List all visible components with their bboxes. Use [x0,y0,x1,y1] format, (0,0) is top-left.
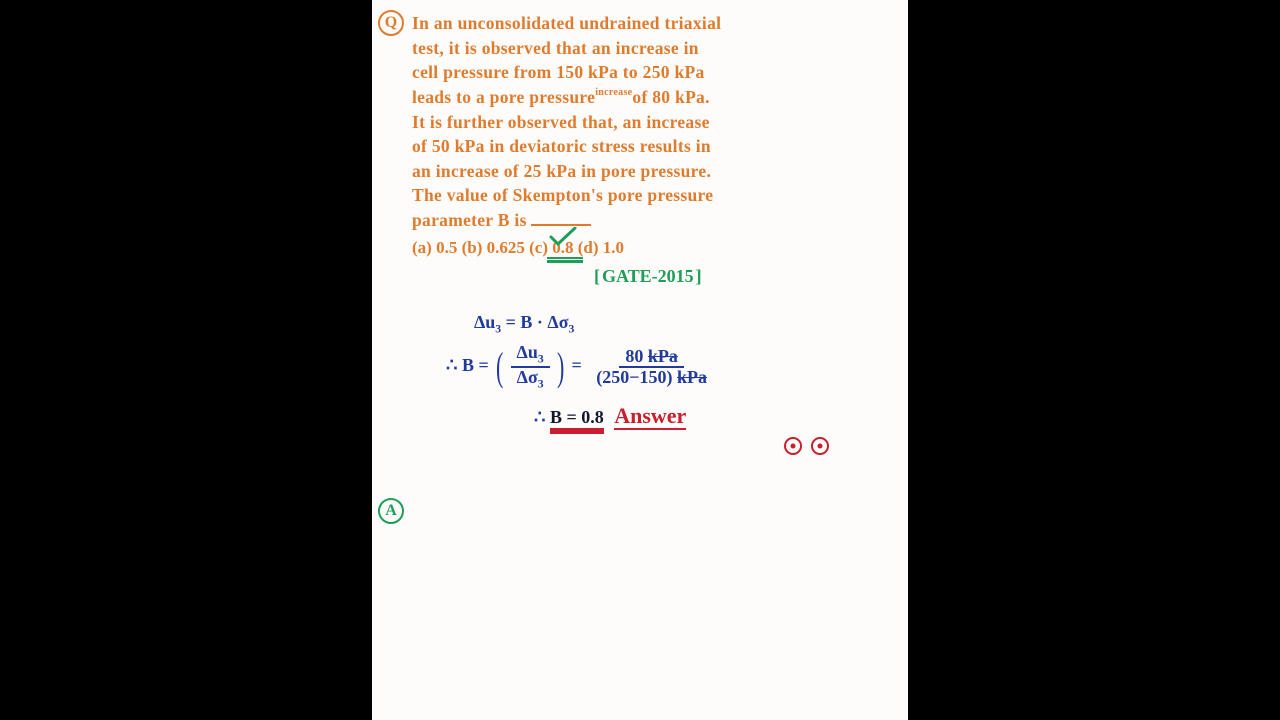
source-tag: GATE-2015 [594,264,890,288]
question-text: In an unconsolidated undrained triaxial … [412,12,890,233]
q-line-6: of 50 kPa in deviatoric stress results i… [412,135,890,159]
q-line-5: It is further observed that, an increase [412,111,890,135]
final-result: B = 0.8 [550,407,604,431]
answer-marker: A [378,498,404,524]
handwritten-page: Q In an unconsolidated undrained triaxia… [372,0,908,720]
circled-dots [784,437,890,461]
option-a: (a) 0.5 [412,238,457,257]
dot-icon [811,437,829,455]
q-line-9: parameter B is [412,209,890,233]
fraction-symbolic: ( Δu3 Δσ3 ) [493,343,567,391]
double-underline [547,257,583,263]
q-line-8: The value of Skempton's pore pressure [412,184,890,208]
q-line-3: cell pressure from 150 kPa to 250 kPa [412,61,890,85]
q-line-7: an increase of 25 kPa in pore pressure. [412,160,890,184]
caret-insert: increase [595,87,632,98]
solution-eq2: ∴ B = ( Δu3 Δσ3 ) = 80 kPa (250−150) kPa [446,343,890,391]
answer-label: Answer [614,403,686,430]
solution-final: ∴ B = 0.8 Answer [534,401,890,431]
q-line-1: In an unconsolidated undrained triaxial [412,12,890,36]
solution-eq1: Δu3 = B · Δσ3 [474,310,890,337]
q-line-2: test, it is observed that an increase in [412,37,890,61]
solution-block: Δu3 = B · Δσ3 ∴ B = ( Δu3 Δσ3 ) = 80 kPa… [474,310,890,461]
dot-icon [784,437,802,455]
options-row: (a) 0.5 (b) 0.625 (c) 0.8 (d) 1.0 [412,237,890,260]
q-line-4: leads to a pore pressureincreaseof 80 kP… [412,86,890,110]
option-c-selected: (c) 0.8 [529,237,573,260]
option-b: (b) 0.625 [462,238,525,257]
question-marker: Q [378,10,404,36]
option-d: (d) 1.0 [578,238,624,257]
fraction-numeric: 80 kPa (250−150) kPa [590,347,713,387]
fill-blank [531,224,591,226]
